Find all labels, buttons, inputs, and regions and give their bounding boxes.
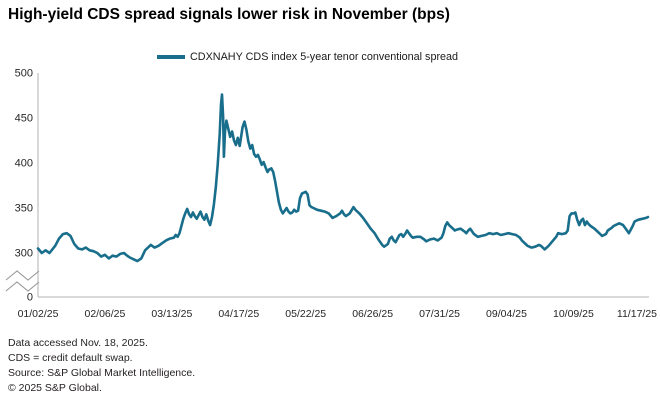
x-tick-label: 02/06/25 (84, 308, 125, 320)
x-tick-label: 07/31/25 (419, 308, 460, 320)
x-tick-label: 04/17/25 (218, 308, 259, 320)
y-tick-label: 400 (15, 158, 33, 170)
chart-title: High-yield CDS spread signals lower risk… (8, 6, 450, 23)
legend-label: CDXNAHY CDS index 5-year tenor conventio… (190, 51, 459, 63)
footnote-cds-definition: CDS = credit default swap. (8, 352, 133, 364)
footnotes: Data accessed Nov. 18, 2025. CDS = credi… (8, 336, 648, 396)
series-line (36, 93, 650, 263)
axis-break-icon (5, 270, 40, 281)
legend-line-swatch (157, 55, 185, 59)
x-tick-label: 09/04/25 (486, 308, 527, 320)
y-tick-label: 450 (15, 113, 33, 125)
x-tick-label: 11/17/25 (617, 308, 657, 320)
footnote-data-accessed: Data accessed Nov. 18, 2025. (8, 337, 148, 349)
x-tick-label: 01/02/25 (18, 308, 59, 320)
x-tick-label: 06/26/25 (352, 308, 393, 320)
legend: CDXNAHY CDS index 5-year tenor conventio… (157, 50, 458, 64)
footnote-copyright: © 2025 S&P Global. (8, 382, 102, 394)
x-tick-label: 10/09/25 (553, 308, 594, 320)
footnote-source: Source: S&P Global Market Intelligence. (8, 367, 196, 379)
y-tick-label: 500 (15, 68, 33, 80)
y-tick-label: 0 (27, 292, 33, 304)
y-tick-label: 300 (15, 248, 33, 260)
axis-break-icon (5, 281, 40, 292)
x-tick-label: 03/13/25 (151, 308, 192, 320)
y-tick-label: 350 (15, 203, 33, 215)
x-tick-label: 05/22/25 (285, 308, 326, 320)
